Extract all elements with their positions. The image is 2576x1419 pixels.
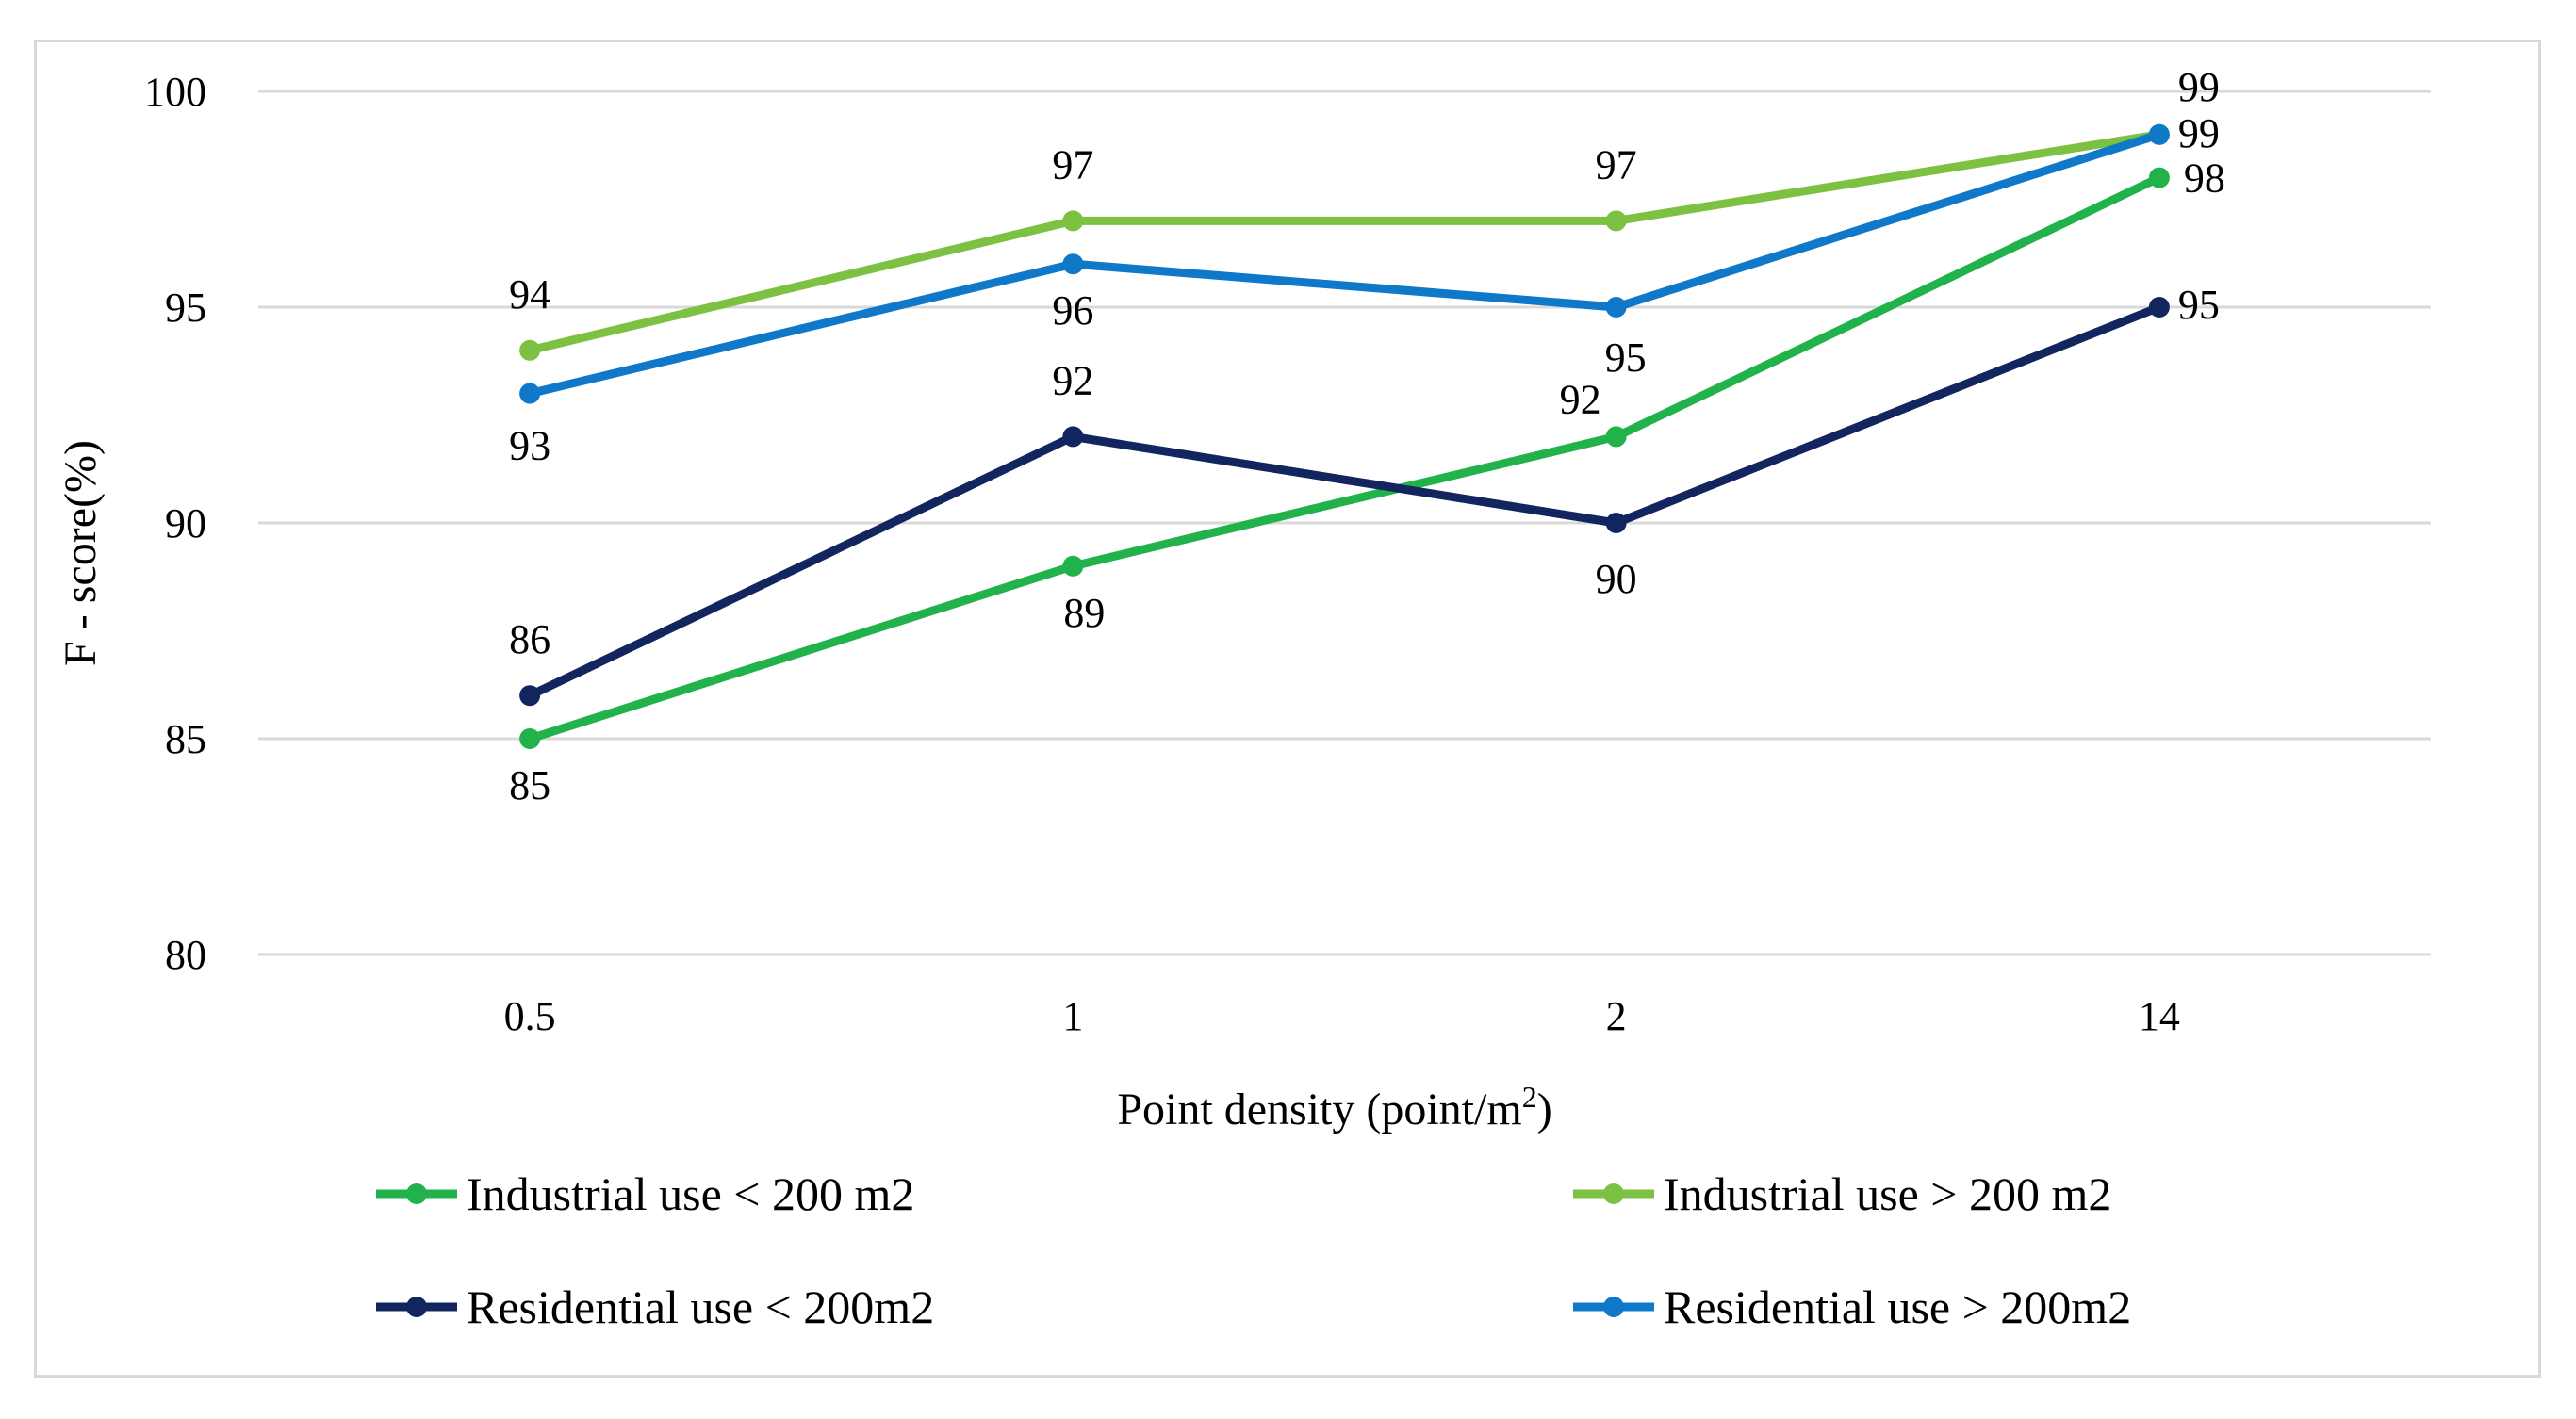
x-axis-title: Point density (point/m2) (1117, 1080, 1551, 1134)
legend-label: Residential use < 200m2 (467, 1280, 934, 1333)
legend-label: Industrial use > 200 m2 (1664, 1167, 2111, 1220)
x-tick-label: 0.5 (504, 993, 556, 1039)
legend-swatch-marker (1603, 1183, 1624, 1204)
data-label: 86 (509, 616, 550, 662)
legend-swatch-marker (406, 1183, 427, 1204)
x-tick-label: 14 (2139, 993, 2180, 1039)
series-line (525, 130, 2164, 355)
data-point (519, 728, 541, 749)
chart-frame: 80 85 90 95 100 0.5 1 2 14 85 89 92 98 94 97 97 99 86 92… (34, 40, 2541, 1378)
x-axis-title-superscript: 2 (1522, 1080, 1537, 1114)
data-point (519, 339, 541, 361)
series-line (525, 173, 2164, 743)
data-label: 98 (2184, 155, 2225, 202)
legend-item: Residential use > 200m2 (1573, 1280, 2131, 1333)
y-tick-label: 100 (144, 69, 206, 115)
data-point (1605, 297, 1627, 318)
series-line (525, 302, 2164, 700)
gridlines (258, 90, 2431, 956)
data-label: 99 (2178, 64, 2220, 110)
data-label: 95 (1605, 334, 1647, 381)
data-label: 94 (509, 271, 550, 318)
data-point (1062, 253, 1084, 275)
data-point (2148, 123, 2170, 145)
data-label: 99 (2178, 110, 2220, 156)
data-label: 97 (1596, 141, 1637, 188)
legend-swatch-marker (406, 1297, 427, 1317)
legend-item: Residential use < 200m2 (376, 1280, 934, 1333)
data-labels: 85 89 92 98 94 97 97 99 86 92 90 95 93 96 95 99 (509, 64, 2225, 808)
data-point (2148, 297, 2170, 318)
data-point (1062, 210, 1084, 232)
y-tick-label: 85 (165, 716, 206, 762)
data-point (1062, 555, 1084, 577)
x-axis-tick-labels: 0.5 1 2 14 (504, 993, 2180, 1039)
y-axis-title: F - score(%) (56, 440, 106, 666)
legend-label: Industrial use < 200 m2 (467, 1167, 914, 1220)
data-point (1605, 513, 1627, 533)
data-label: 85 (509, 762, 550, 808)
data-label: 90 (1596, 556, 1637, 602)
data-point (519, 383, 541, 404)
x-tick-label: 2 (1606, 993, 1627, 1039)
series-lines (519, 123, 2170, 749)
data-label: 92 (1560, 376, 1601, 422)
data-point (1605, 426, 1627, 448)
x-tick-label: 1 (1062, 993, 1083, 1039)
y-axis-tick-labels: 80 85 90 95 100 (144, 69, 206, 978)
legend-item: Industrial use < 200 m2 (376, 1167, 914, 1220)
data-label: 97 (1052, 141, 1093, 188)
legend-label: Residential use > 200m2 (1664, 1280, 2131, 1333)
y-tick-label: 95 (165, 285, 206, 331)
data-point (1605, 210, 1627, 232)
data-label: 93 (509, 423, 550, 469)
series-line (525, 130, 2164, 399)
data-label: 95 (2178, 282, 2220, 328)
x-axis-title-main: Point density (point/m (1117, 1085, 1521, 1134)
data-label: 89 (1063, 590, 1105, 636)
x-axis-title-suffix: ) (1537, 1085, 1552, 1134)
data-point (1062, 426, 1084, 448)
data-label: 96 (1052, 287, 1093, 334)
line-chart: 80 85 90 95 100 0.5 1 2 14 85 89 92 98 94 97 97 99 86 92… (56, 64, 2431, 1333)
y-tick-label: 90 (165, 500, 206, 546)
data-label: 92 (1052, 357, 1093, 403)
y-tick-label: 80 (165, 932, 206, 978)
data-point (519, 685, 541, 707)
legend: Industrial use < 200 m2 Industrial use > … (376, 1167, 2131, 1333)
legend-item: Industrial use > 200 m2 (1573, 1167, 2111, 1220)
legend-swatch-marker (1603, 1297, 1624, 1317)
data-point (2148, 167, 2170, 188)
